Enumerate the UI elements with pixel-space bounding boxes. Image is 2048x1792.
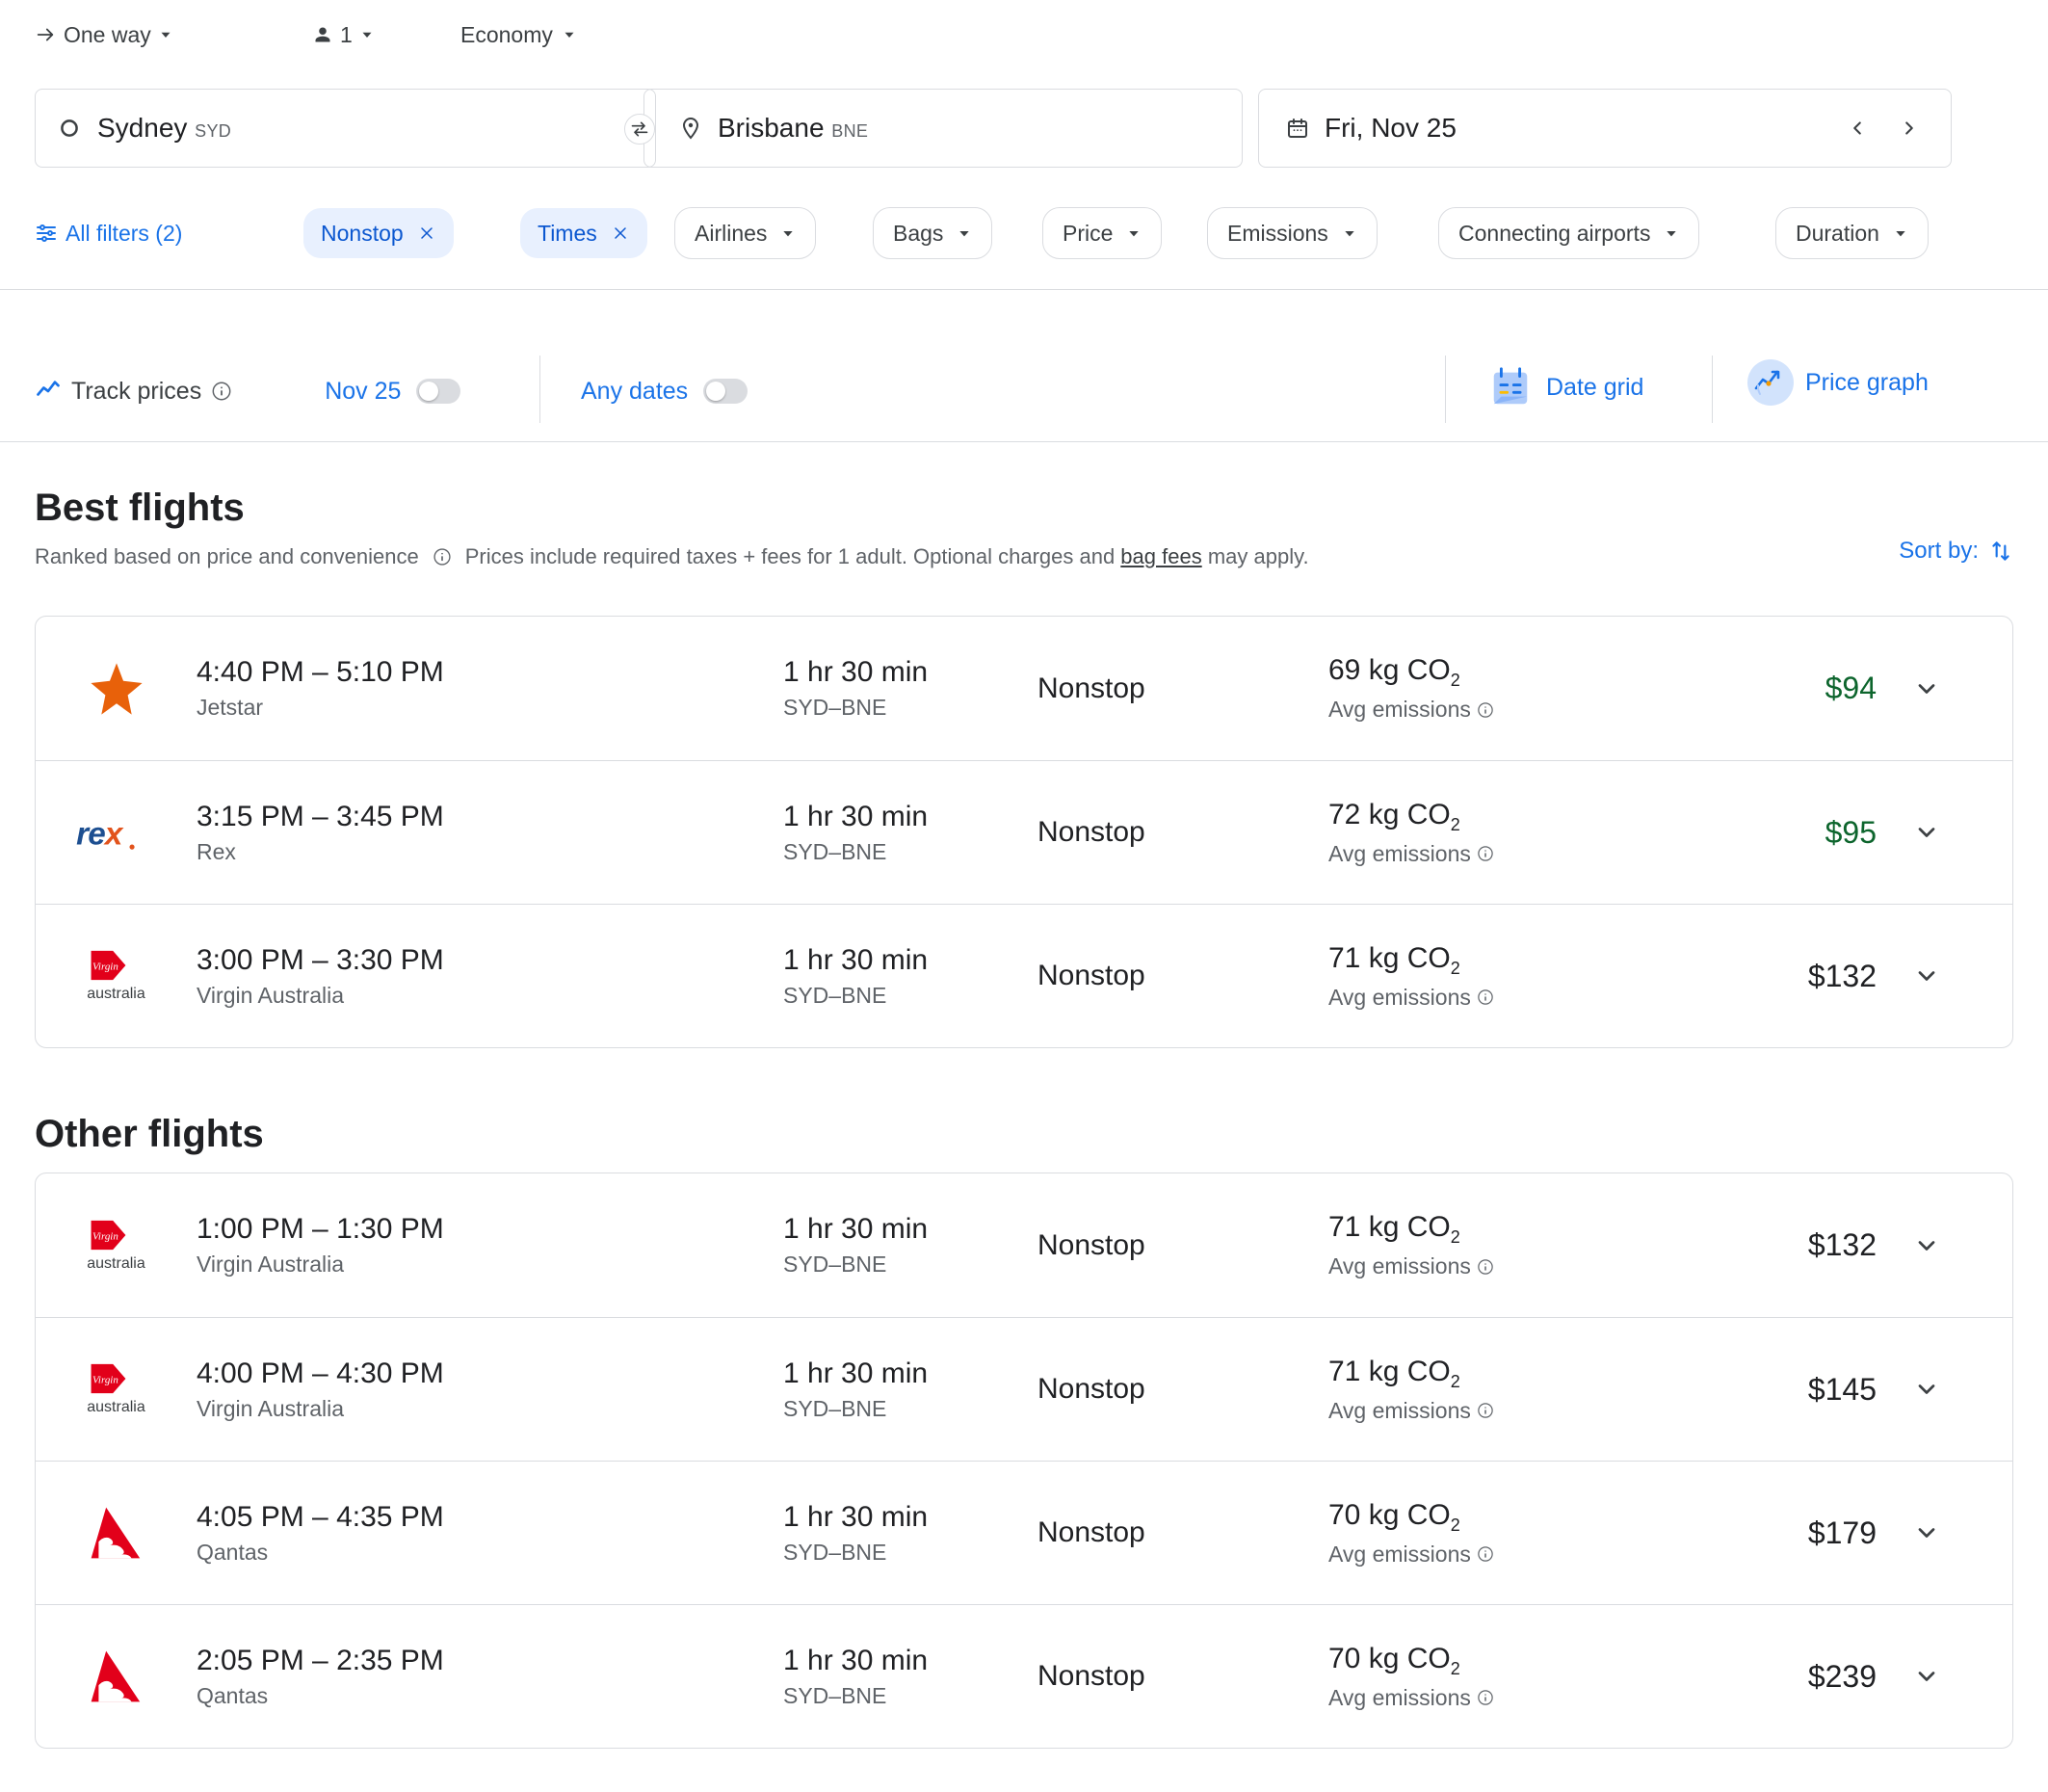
svg-text:Virgin: Virgin xyxy=(92,962,118,973)
svg-text:Virgin: Virgin xyxy=(92,1230,118,1242)
svg-text:rex: rex xyxy=(76,816,124,852)
svg-text:Virgin: Virgin xyxy=(92,1375,118,1386)
